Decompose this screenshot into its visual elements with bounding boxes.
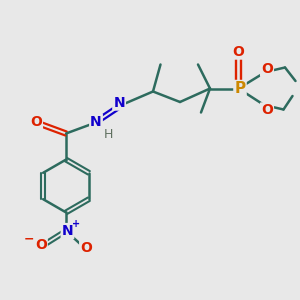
Text: −: − [24, 232, 34, 246]
Text: N: N [90, 115, 102, 128]
Text: +: + [71, 219, 80, 230]
Text: O: O [261, 62, 273, 76]
Text: P: P [234, 81, 246, 96]
Text: O: O [80, 241, 92, 254]
Text: O: O [30, 115, 42, 128]
Text: N: N [113, 96, 125, 110]
Text: H: H [103, 128, 113, 142]
Text: N: N [62, 224, 73, 238]
Text: O: O [232, 45, 244, 58]
Text: O: O [261, 103, 273, 117]
Text: O: O [35, 238, 47, 252]
